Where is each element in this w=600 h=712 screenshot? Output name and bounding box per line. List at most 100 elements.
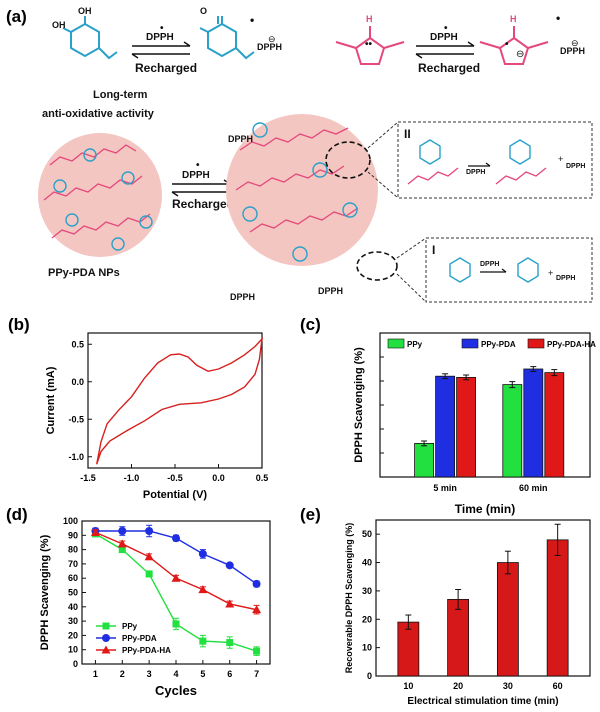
category-label: 5 min <box>433 483 457 493</box>
plus-sign: + <box>558 154 563 164</box>
data-point <box>198 585 208 594</box>
inset-ii: DPPH + DPPH <box>367 121 593 199</box>
y-tick-label: 10 <box>68 645 78 655</box>
nh-label: H <box>510 14 517 24</box>
legend-marker <box>102 622 110 630</box>
radical-dot: • <box>505 39 509 50</box>
dpph-label: DPPH <box>430 32 458 43</box>
x-tick-label: 30 <box>503 681 513 691</box>
nanoparticle-left <box>38 133 162 257</box>
y-tick-label: 50 <box>68 588 78 598</box>
x-tick-label: 5 <box>200 669 205 679</box>
radical-dot: • <box>196 160 200 171</box>
data-point <box>118 527 127 536</box>
inset-i: DPPH + DPPH <box>396 237 593 303</box>
chart-d-cycles-line: 0 10 20 30 40 50 60 70 80 90 100 1 2 3 4 5 6 7 PPy PPy-PDA P… <box>39 516 271 698</box>
minus-sign: ⊖ <box>571 38 579 48</box>
x-tick-label: -0.5 <box>167 473 183 483</box>
inset-label-1: I <box>432 243 435 257</box>
data-point <box>172 534 180 543</box>
bar <box>414 442 435 478</box>
nh-label: H <box>366 14 373 24</box>
x-tick-label: 3 <box>147 669 152 679</box>
x-tick-label: 7 <box>254 669 259 679</box>
y-tick-label: 10 <box>362 643 372 653</box>
data-point <box>252 579 261 588</box>
bar <box>544 372 565 478</box>
pyrrole-radical-molecule <box>479 26 549 65</box>
x-tick-label: 1 <box>93 669 98 679</box>
bar <box>397 621 420 677</box>
y-tick-label: 30 <box>68 616 78 626</box>
y-tick-label: -1.0 <box>68 452 84 462</box>
data-point <box>225 599 235 608</box>
y-tick-label: 0 <box>367 671 372 681</box>
y-tick-label: -0.5 <box>68 414 84 424</box>
pyrrole-molecule <box>335 26 405 65</box>
y-tick-label: 30 <box>362 586 372 596</box>
data-point <box>118 546 126 554</box>
radical-dot: • <box>160 23 164 34</box>
plot-frame <box>87 332 263 469</box>
dpph-label: DPPH <box>466 169 485 176</box>
legend-label: PPy-PDA-HA <box>122 646 171 655</box>
bar <box>456 376 477 478</box>
data-point <box>253 647 261 655</box>
x-tick-label: 10 <box>403 681 413 691</box>
antioxidative-label: anti-oxidative activity <box>42 108 155 120</box>
data-point <box>90 527 100 536</box>
data-point <box>144 552 154 561</box>
equilibrium-arrows <box>171 179 231 197</box>
y-tick-label: 60 <box>68 573 78 583</box>
bar <box>546 539 569 677</box>
plot-frame <box>375 519 591 677</box>
legend-swatch <box>527 338 545 349</box>
data-point <box>172 620 180 628</box>
y-tick-label: 100 <box>63 516 78 526</box>
y-tick-label: 0.5 <box>71 339 84 349</box>
y-tick-label: 80 <box>68 545 78 555</box>
dpph-anion-label: DPPH <box>566 163 585 170</box>
equilibrium-arrows <box>131 41 191 59</box>
scheme-panel-a: (a) OH OH O • DPPH ⊖ DPPH • Recharged <box>6 6 593 303</box>
long-term-label: Long-term <box>93 89 148 101</box>
data-point <box>225 561 234 570</box>
dpph-anion-label: DPPH <box>228 134 253 144</box>
dpph-anion-label: DPPH <box>560 46 585 56</box>
dpph-label: DPPH <box>480 261 499 268</box>
data-point <box>252 605 262 614</box>
legend-label: PPy <box>122 622 138 631</box>
catechol-molecule <box>62 16 118 60</box>
radical-dot: • <box>250 13 254 27</box>
dpph-anion-label: DPPH <box>230 292 255 302</box>
x-tick-label: 20 <box>453 681 463 691</box>
panel-label-c: (c) <box>300 315 321 334</box>
legend-label: PPy-PDA-HA <box>547 340 596 349</box>
x-tick-label: -1.0 <box>124 473 140 483</box>
dpph-anion-label: DPPH <box>257 42 282 52</box>
nps-label: PPy-PDA NPs <box>48 267 120 279</box>
y-tick-label: 20 <box>362 614 372 624</box>
dpph-anion-label: DPPH <box>556 275 575 282</box>
data-point <box>117 539 127 548</box>
inset-label-2: II <box>404 127 411 141</box>
legend-label: PPy-PDA <box>122 634 157 643</box>
plus-sign: + <box>548 268 553 278</box>
y-axis-label: DPPH Scavenging (%) <box>39 534 51 650</box>
data-point <box>198 549 207 558</box>
y-axis-label: Recoverable DPPH Scavenging (%) <box>344 523 354 674</box>
minus-sign: ⊖ <box>268 34 276 44</box>
legend-marker <box>102 634 110 642</box>
chart-c-bar-scavenging: 5 min 60 min PPy PPy-PDA PPy-PDA-HA Time (min… <box>353 332 596 516</box>
x-tick-label: -1.5 <box>80 473 96 483</box>
y-tick-label: 20 <box>68 630 78 640</box>
oh-label: OH <box>78 6 92 16</box>
legend-swatch <box>461 338 479 349</box>
bar <box>435 375 456 478</box>
y-tick-label: 50 <box>362 529 372 539</box>
radical-dot: • <box>444 23 448 34</box>
y-axis-label: Current (mA) <box>45 366 57 434</box>
bar <box>523 368 544 478</box>
recharged-label: Recharged <box>135 61 197 75</box>
